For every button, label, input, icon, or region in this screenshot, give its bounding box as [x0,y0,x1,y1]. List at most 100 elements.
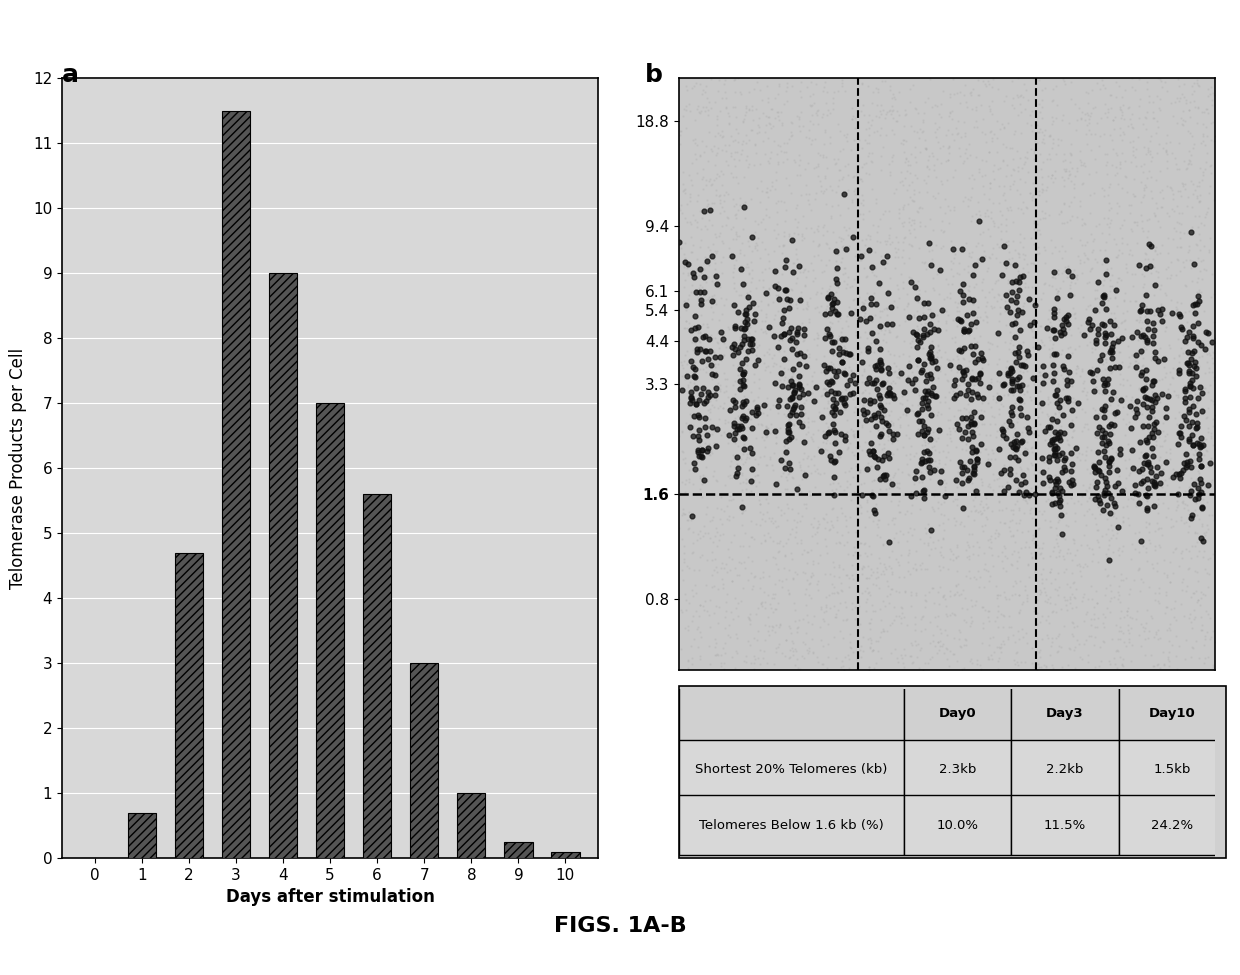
Point [882,645,901,661]
Point [755,424,775,440]
Point [737,647,756,663]
Point [880,346,900,362]
Point [1146,476,1166,491]
Point [1137,456,1157,472]
Point [894,609,914,625]
Point [1044,322,1064,337]
Point [900,335,920,351]
Point [955,114,975,130]
Point [1112,305,1132,321]
Point [867,361,887,376]
Point [1022,550,1042,566]
Point [837,133,857,148]
Point [1065,513,1085,528]
Point [1136,448,1156,463]
Point [1027,246,1047,261]
Point [1153,310,1173,326]
Point [900,648,920,664]
Point [928,338,947,354]
Point [965,119,985,135]
Point [1011,171,1030,186]
Point [931,496,951,512]
Point [1068,558,1087,573]
Point [1006,355,1025,370]
Point [703,236,723,252]
Point [1169,162,1189,177]
Point [769,291,789,306]
Point [1029,365,1049,380]
Point [1100,283,1120,298]
Point [1136,389,1156,405]
Point [903,193,923,209]
Point [1006,656,1025,672]
Point [758,344,777,360]
Point [826,254,846,269]
Point [1143,659,1163,675]
Point [1164,609,1184,625]
Point [895,400,915,415]
Point [790,410,810,426]
Point [1063,160,1083,176]
Point [766,520,786,535]
Point [704,138,724,154]
Point [697,254,717,269]
Point [791,233,811,249]
Point [828,363,848,378]
Point [1136,448,1156,463]
Point [1197,101,1216,117]
Point [1059,640,1079,655]
Point [848,131,868,146]
Point [913,469,932,485]
Point [820,566,839,582]
Point [1060,339,1080,355]
Point [1171,408,1190,423]
Point [826,400,846,415]
Point [1193,129,1213,144]
Point [756,457,776,473]
Point [745,136,765,152]
Point [1074,155,1094,171]
Point [768,86,787,101]
Point [1118,99,1138,115]
Point [915,94,935,109]
Point [1188,99,1208,115]
Point [1137,103,1157,119]
Point [1200,479,1220,494]
Point [681,355,701,370]
Point [1037,595,1056,610]
Point [1182,87,1202,102]
Point [899,358,919,373]
Point [1002,416,1022,432]
Point [684,631,704,646]
Point [1045,495,1065,511]
Point [952,240,972,255]
Point [1021,370,1040,385]
Point [1177,161,1197,176]
Point [1049,626,1069,642]
Point [1075,556,1095,571]
Point [732,465,751,481]
Point [1055,244,1075,259]
Point [742,655,761,671]
Point [671,123,691,138]
Point [1137,81,1157,97]
Point [734,311,754,327]
Point [1123,143,1143,159]
Point [1168,497,1188,513]
Point [885,359,905,374]
Point [859,444,879,459]
Point [1055,450,1075,466]
Point [1053,408,1073,423]
Point [988,525,1008,540]
Point [712,428,732,444]
Point [1001,557,1021,572]
Point [673,501,693,517]
Point [707,473,727,488]
Point [1007,644,1027,660]
Point [730,537,750,553]
Point [836,367,856,382]
Point [1008,370,1028,385]
Point [739,401,759,416]
Point [929,314,949,330]
Point [1161,602,1180,617]
